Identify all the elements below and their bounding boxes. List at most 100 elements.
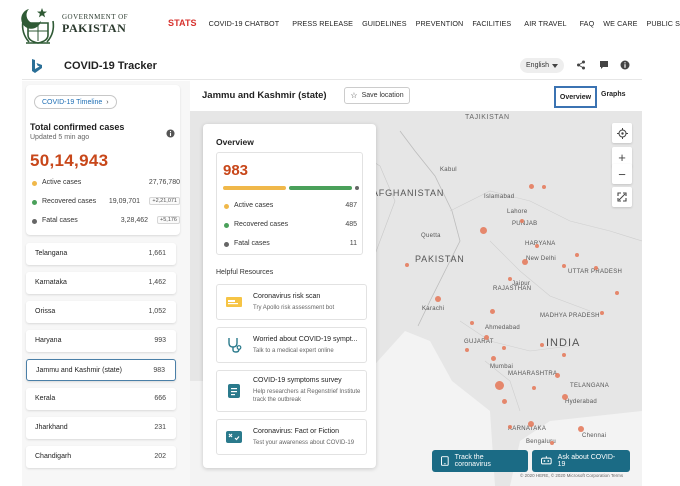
- map-label-punjab: PUNJAB: [512, 221, 538, 227]
- map-label-ahmedabad: Ahmedabad: [485, 325, 521, 331]
- map-label-haryana: HARYANA: [525, 241, 556, 247]
- map-case-dot[interactable]: [508, 277, 512, 281]
- map-label-chennai: Chennai: [582, 433, 607, 439]
- map-case-dot[interactable]: [542, 185, 546, 189]
- map-case-dot[interactable]: [615, 291, 619, 295]
- save-location-button[interactable]: ☆ Save location: [344, 87, 410, 104]
- info-icon[interactable]: [166, 129, 175, 138]
- map-case-dot[interactable]: [470, 321, 474, 325]
- resource-title: COVID-19 symptoms survey: [253, 377, 342, 384]
- map-case-dot[interactable]: [532, 386, 536, 390]
- map-case-dot[interactable]: [465, 348, 469, 352]
- map-case-dot[interactable]: [575, 253, 579, 257]
- nav-prevention[interactable]: PREVENTION: [415, 18, 464, 28]
- map-case-dot[interactable]: [594, 266, 598, 270]
- list-item[interactable]: Haryana 993: [26, 330, 176, 352]
- state-count: 666: [154, 395, 166, 402]
- share-icon[interactable]: [576, 60, 586, 70]
- list-item[interactable]: Kerala 666: [26, 388, 176, 410]
- state-name: Telangana: [35, 250, 68, 257]
- tab-overview[interactable]: Overview: [554, 86, 597, 108]
- comment-icon[interactable]: [599, 60, 609, 70]
- list-item-selected[interactable]: Jammu and Kashmir (state) 983: [26, 359, 176, 381]
- ask-about-covid-button[interactable]: Ask about COVID-19: [532, 450, 630, 472]
- state-name: Jharkhand: [35, 424, 68, 431]
- map-case-dot[interactable]: [405, 263, 409, 267]
- resource-subtitle: Talk to a medical expert online: [253, 348, 334, 354]
- nav-facilities[interactable]: FACILITIES: [472, 18, 512, 28]
- zoom-in-button[interactable]: +: [612, 147, 632, 167]
- active-cases-value: 27,76,780: [148, 179, 180, 186]
- nav-chatbot[interactable]: COVID-19 CHATBOT: [208, 18, 280, 28]
- map-case-dot[interactable]: [435, 296, 441, 302]
- map-label-lahore: Lahore: [507, 209, 528, 215]
- map-case-dot[interactable]: [535, 244, 539, 248]
- map-case-dot[interactable]: [529, 184, 534, 189]
- list-item[interactable]: Telangana 1,661: [26, 243, 176, 265]
- recovered-cases-row: Recovered cases 19,09,701 +2,21,071: [30, 197, 180, 208]
- map-case-dot[interactable]: [490, 309, 495, 314]
- resource-card-medical-expert[interactable]: Worried about COVID-19 sympt... Talk to …: [216, 327, 367, 363]
- nav-faq[interactable]: FAQ: [579, 18, 595, 28]
- map-case-dot[interactable]: [550, 441, 554, 445]
- map-case-dot[interactable]: [555, 373, 560, 378]
- map-case-dot[interactable]: [562, 264, 566, 268]
- nav-press-release[interactable]: PRESS RELEASE: [292, 18, 354, 28]
- map-label-kabul: Kabul: [440, 167, 457, 173]
- list-item[interactable]: Karnataka 1,462: [26, 272, 176, 294]
- map-case-dot[interactable]: [495, 381, 504, 390]
- map-case-dot[interactable]: [502, 346, 506, 350]
- resource-title: Coronavirus risk scan: [253, 293, 321, 300]
- overview-fatal-row: Fatal cases 11: [223, 240, 357, 250]
- recovered-progress-bar: [289, 186, 352, 190]
- state-name: Orissa: [35, 308, 56, 315]
- resource-card-risk-scan[interactable]: Coronavirus risk scan Try Apollo risk as…: [216, 284, 367, 320]
- map-case-dot[interactable]: [484, 335, 489, 340]
- map-case-dot[interactable]: [508, 425, 512, 429]
- map-case-dot[interactable]: [491, 356, 496, 361]
- nav-guidelines[interactable]: GUIDELINES: [362, 18, 407, 28]
- map-case-dot[interactable]: [480, 227, 487, 234]
- map-label-bengaluru: Bengaluru: [526, 439, 557, 445]
- map-label-madhya-pradesh: MADHYA PRADESH: [540, 313, 600, 319]
- map-case-dot[interactable]: [562, 353, 566, 357]
- overview-recovered-label: Recovered cases: [234, 221, 289, 228]
- resource-card-symptoms-survey[interactable]: COVID-19 symptoms survey Help researcher…: [216, 370, 367, 412]
- track-coronavirus-button[interactable]: Track the coronavirus: [432, 450, 528, 472]
- fatal-dot-icon: [32, 219, 37, 224]
- info-icon[interactable]: [620, 60, 630, 70]
- nav-stats[interactable]: STATS: [168, 18, 197, 28]
- map-case-dot[interactable]: [528, 421, 534, 427]
- state-count: 1,661: [148, 250, 166, 257]
- government-nav: STATS COVID-19 CHATBOT PRESS RELEASE GUI…: [168, 18, 680, 28]
- map-case-dot[interactable]: [578, 426, 584, 432]
- pakistan-emblem-icon[interactable]: [20, 5, 56, 45]
- list-item[interactable]: Orissa 1,052: [26, 301, 176, 323]
- map-case-dot[interactable]: [522, 259, 528, 265]
- locate-me-button[interactable]: [612, 123, 632, 143]
- list-item[interactable]: Chandigarh 202: [26, 446, 176, 468]
- map-case-dot[interactable]: [520, 219, 524, 223]
- nav-air-travel[interactable]: AIR TRAVEL: [524, 18, 567, 28]
- map-case-dot[interactable]: [562, 394, 568, 400]
- fatal-dot-icon: [224, 242, 229, 247]
- map-case-dot[interactable]: [502, 399, 507, 404]
- resource-card-fact-or-fiction[interactable]: Coronavirus: Fact or Fiction Test your a…: [216, 419, 367, 455]
- nav-public-service-message[interactable]: PUBLIC SERVICE MESSAGE: [646, 18, 680, 28]
- tab-graphs[interactable]: Graphs: [601, 91, 626, 98]
- map-case-dot[interactable]: [600, 311, 604, 315]
- list-item[interactable]: Jharkhand 231: [26, 417, 176, 439]
- map-label-india: INDIA: [546, 337, 581, 349]
- language-select[interactable]: English: [520, 58, 564, 73]
- fullscreen-button[interactable]: [612, 187, 632, 207]
- map-label-pakistan: PAKISTAN: [415, 254, 465, 264]
- covid-timeline-button[interactable]: COVID-19 Timeline ›: [34, 95, 117, 109]
- total-confirmed-count: 50,14,943: [30, 151, 109, 170]
- bing-logo-icon[interactable]: [30, 58, 44, 74]
- zoom-out-button[interactable]: −: [612, 164, 632, 184]
- nav-we-care[interactable]: WE CARE: [603, 18, 638, 28]
- survey-icon: [228, 384, 240, 398]
- resource-subtitle: Help researchers at Regenstrief Institut…: [253, 389, 361, 403]
- apollo-logo-icon: [226, 297, 242, 307]
- map-case-dot[interactable]: [540, 343, 544, 347]
